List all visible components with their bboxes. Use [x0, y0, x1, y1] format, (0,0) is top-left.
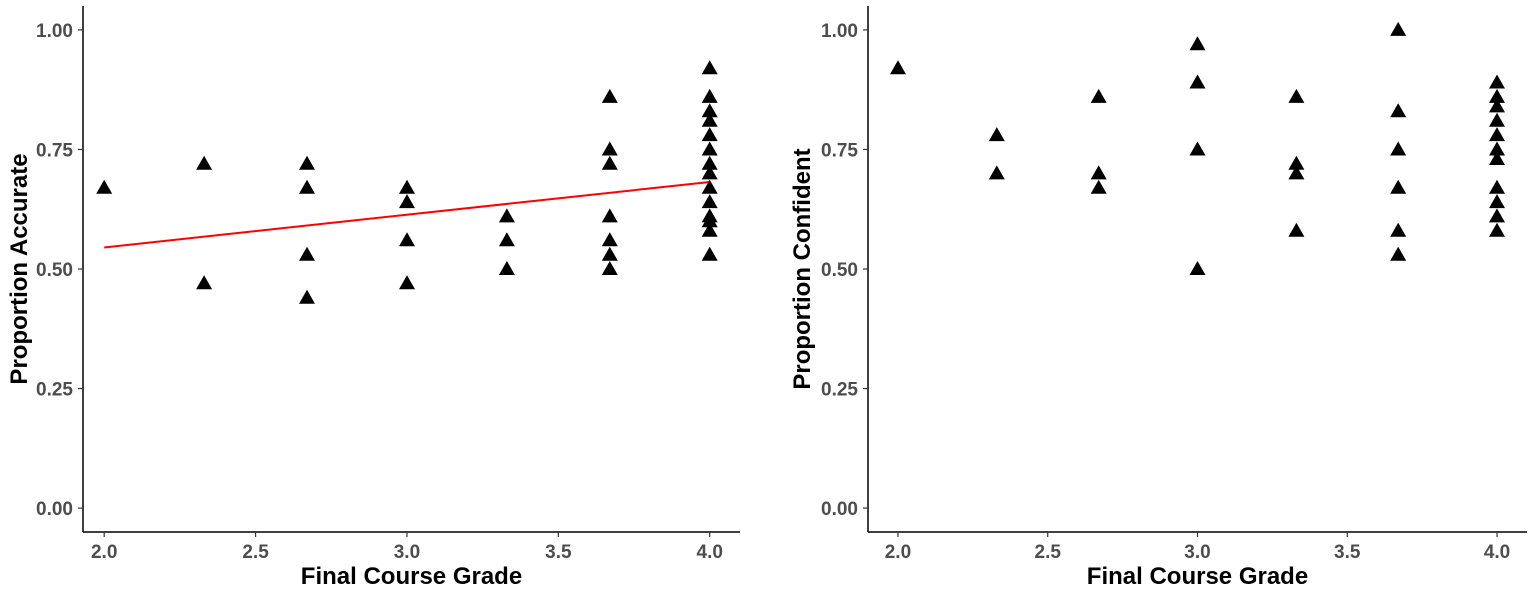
accuracy-chart-panel: 0.00 0.25 0.50 0.75 1.00 2.0 2.5 3.0 3.5 4.0 Final…: [6, 6, 740, 590]
confidence-data-point: [1489, 98, 1505, 113]
accuracy-data-point: [299, 289, 315, 304]
accuracy-y-tick-label: 0.50: [36, 260, 73, 281]
confidence-x-tick-label: 3.0: [1184, 542, 1210, 563]
accuracy-data-point: [701, 141, 718, 156]
confidence-x-tick-label: 2.0: [885, 542, 911, 563]
accuracy-data-point: [399, 232, 415, 247]
confidence-data-point: [1288, 165, 1305, 180]
confidence-data-point: [1189, 261, 1206, 275]
accuracy-data-point: [196, 275, 213, 290]
accuracy-data-point: [96, 179, 113, 194]
accuracy-data-point: [701, 222, 718, 237]
confidence-data-point: [1090, 88, 1107, 103]
confidence-data-point: [1489, 179, 1505, 194]
confidence-data-point: [1189, 74, 1206, 89]
accuracy-data-point: [601, 88, 618, 103]
confidence-data-point: [1189, 141, 1206, 156]
confidence-x-axis-title: Final Course Grade: [1087, 563, 1308, 590]
confidence-data-point: [1390, 21, 1407, 36]
confidence-data-point: [1489, 194, 1505, 209]
accuracy-data-point: [498, 232, 515, 247]
accuracy-y-tick-label: 0.75: [36, 140, 73, 161]
accuracy-y-tick-label: 0.00: [36, 499, 73, 520]
accuracy-data-point: [701, 127, 718, 142]
accuracy-data-point: [701, 194, 718, 209]
accuracy-x-tick-label: 3.0: [394, 542, 420, 563]
accuracy-data-point: [601, 155, 618, 170]
confidence-data-point: [1390, 246, 1407, 261]
confidence-data-point: [1390, 179, 1407, 194]
confidence-y-tick-label: 1.00: [821, 21, 858, 42]
confidence-x-tick-label: 2.5: [1035, 542, 1062, 563]
accuracy-y-tick-label: 0.25: [36, 380, 73, 401]
confidence-data-point: [1489, 151, 1505, 165]
accuracy-data-point: [701, 60, 718, 75]
accuracy-data-point: [701, 179, 718, 194]
accuracy-data-point: [701, 165, 718, 180]
accuracy-data-point: [701, 112, 718, 127]
accuracy-data-point: [701, 103, 718, 118]
accuracy-data-point: [498, 261, 515, 275]
confidence-y-axis-title: Proportion Confident: [789, 148, 816, 389]
confidence-data-point: [1390, 103, 1407, 118]
accuracy-x-tick-label: 3.5: [545, 542, 572, 563]
confidence-data-point: [1489, 88, 1505, 103]
accuracy-x-tick-label: 2.5: [242, 542, 269, 563]
accuracy-data-point: [299, 179, 315, 194]
accuracy-data-point: [299, 246, 315, 261]
confidence-data-point: [1489, 74, 1505, 89]
accuracy-data-point: [601, 208, 618, 223]
confidence-x-tick-label: 4.0: [1484, 542, 1510, 563]
accuracy-data-point: [299, 155, 315, 170]
confidence-data-point: [988, 127, 1005, 142]
accuracy-data-point: [701, 155, 718, 170]
confidence-data-point: [1390, 222, 1407, 237]
confidence-y-tick-label: 0.50: [821, 260, 858, 281]
accuracy-x-axis-title: Final Course Grade: [301, 563, 522, 590]
accuracy-x-tick-label: 2.0: [91, 542, 117, 563]
confidence-data-point: [1288, 88, 1305, 103]
confidence-data-point: [1489, 127, 1505, 142]
confidence-data-point: [1288, 155, 1305, 170]
accuracy-x-tick-label: 4.0: [697, 542, 723, 563]
confidence-data-point: [1489, 112, 1505, 127]
accuracy-data-point: [601, 261, 618, 275]
confidence-y-tick-label: 0.00: [821, 499, 858, 520]
confidence-data-point: [1288, 222, 1305, 237]
confidence-y-tick-label: 0.75: [821, 140, 858, 161]
confidence-x-tick-label: 3.5: [1334, 542, 1361, 563]
accuracy-data-point: [601, 141, 618, 156]
accuracy-data-point: [399, 194, 415, 209]
accuracy-data-point: [498, 208, 515, 223]
accuracy-data-point: [196, 155, 213, 170]
accuracy-data-point: [601, 232, 618, 247]
accuracy-data-point: [701, 88, 718, 103]
accuracy-trend-line: [104, 180, 710, 249]
confidence-data-point: [1390, 141, 1407, 156]
confidence-data-point: [988, 165, 1005, 180]
confidence-data-point: [1489, 222, 1505, 237]
accuracy-data-point: [701, 246, 718, 261]
accuracy-y-tick-label: 1.00: [36, 21, 73, 42]
accuracy-y-axis-title: Proportion Accurate: [6, 153, 33, 384]
confidence-data-point: [1489, 141, 1505, 156]
accuracy-data-point: [399, 179, 415, 194]
confidence-data-point: [890, 60, 906, 75]
accuracy-data-point: [399, 275, 415, 290]
confidence-chart-panel: 0.00 0.25 0.50 0.75 1.00 2.0 2.5 3.0 3.5 4.0 Final…: [789, 6, 1527, 590]
accuracy-data-point: [601, 246, 618, 261]
confidence-data-point: [1189, 36, 1206, 51]
accuracy-data-point: [701, 213, 718, 228]
confidence-data-point: [1489, 208, 1505, 223]
confidence-data-point: [1090, 179, 1107, 194]
confidence-data-point: [1090, 165, 1107, 180]
confidence-y-tick-label: 0.25: [821, 380, 858, 401]
